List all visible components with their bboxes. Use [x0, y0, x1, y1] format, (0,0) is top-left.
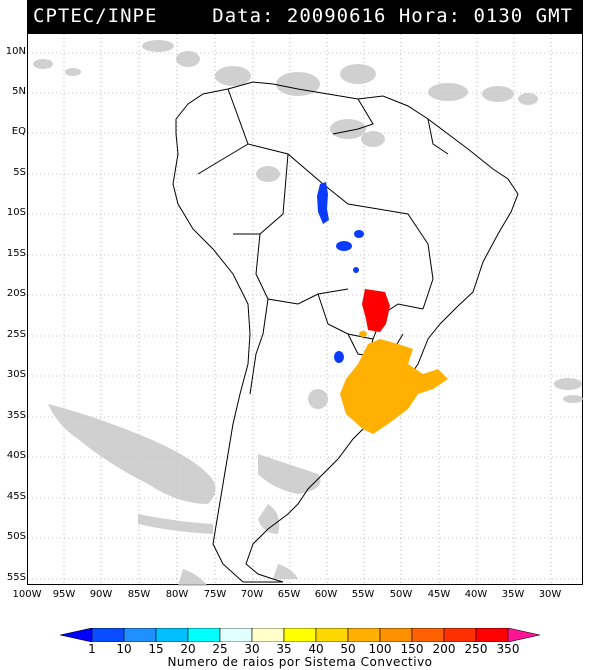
colorbar-title: Numero de raios por Sistema Convectivo [167, 655, 433, 669]
lon-label: 70W [240, 589, 264, 600]
orange-cell [340, 339, 448, 434]
colorbar-tick-label: 350 [496, 642, 520, 656]
lat-label: 5N [12, 86, 26, 97]
lat-label: 55S [6, 572, 26, 583]
blue-cell [336, 241, 352, 251]
lon-label: 35W [501, 589, 525, 600]
lat-label: 35S [6, 410, 26, 421]
map-canvas [28, 34, 584, 586]
blue-cell [353, 267, 359, 273]
colorbar-tick-label: 30 [244, 642, 260, 656]
convective-systems [317, 182, 448, 434]
cloud-cover [33, 40, 583, 586]
lon-label: 55W [351, 589, 375, 600]
colorbar-segment [379, 628, 413, 642]
lon-label: 30W [538, 589, 562, 600]
colorbar-segment [443, 628, 477, 642]
blue-cell [334, 351, 344, 363]
lon-label: 45W [427, 589, 451, 600]
lon-label: 75W [203, 589, 227, 600]
lon-label: 80W [165, 589, 189, 600]
colorbar-segment [219, 628, 253, 642]
colorbar-segment [251, 628, 285, 642]
red-cell [362, 289, 390, 332]
lat-label: 40S [6, 450, 26, 461]
lon-label: 60W [314, 589, 338, 600]
colorbar-segment [283, 628, 317, 642]
colorbar-tick-label: 35 [276, 642, 292, 656]
date-time-label: Data: 20090616 Hora: 0130 GMT [212, 5, 573, 27]
colorbar-tick-label: 10 [116, 642, 132, 656]
lat-label: 10N [5, 46, 26, 57]
lat-label: EQ [11, 126, 26, 137]
coastlines [172, 81, 519, 583]
lon-label: 100W [12, 589, 42, 600]
lon-label: 50W [389, 589, 413, 600]
colorbar-tick-label: 200 [432, 642, 456, 656]
orange-cell [359, 331, 367, 337]
colorbar-tick-label: 50 [340, 642, 356, 656]
grid-lines [28, 34, 584, 586]
colorbar-tick-label: 25 [212, 642, 228, 656]
header-bar: CPTEC/INPE Data: 20090616 Hora: 0130 GMT [27, 0, 583, 33]
colorbar-segment [187, 628, 221, 642]
lon-label: 95W [52, 589, 76, 600]
lon-label: 90W [89, 589, 113, 600]
colorbar-segment [507, 628, 540, 642]
source-label: CPTEC/INPE [33, 5, 158, 27]
colorbar-tick-label: 15 [148, 642, 164, 656]
lat-label: 15S [6, 248, 26, 259]
colorbar-tick-label: 100 [368, 642, 392, 656]
colorbar-segment [347, 628, 381, 642]
colorbar-tick-label: 20 [180, 642, 196, 656]
blue-cell [354, 230, 364, 238]
colorbar-segment [155, 628, 189, 642]
lat-label: 25S [6, 329, 26, 340]
lon-label: 85W [127, 589, 151, 600]
colorbar-segment [411, 628, 445, 642]
colorbar-segment [60, 628, 93, 642]
colorbar-tick-label: 1 [88, 642, 96, 656]
lat-label: 50S [6, 531, 26, 542]
lat-label: 10S [6, 207, 26, 218]
colorbar-tick-label: 40 [308, 642, 324, 656]
colorbar-segment [315, 628, 349, 642]
blue-cell [317, 182, 329, 224]
lat-label: 30S [6, 369, 26, 380]
colorbar [60, 628, 540, 642]
colorbar-segment [475, 628, 509, 642]
lat-label: 5S [13, 167, 26, 178]
colorbar-segment [123, 628, 157, 642]
colorbar-tick-label: 150 [400, 642, 424, 656]
lon-label: 65W [277, 589, 301, 600]
lat-label: 45S [6, 491, 26, 502]
lon-label: 40W [464, 589, 488, 600]
colorbar-segment [91, 628, 125, 642]
map-frame [27, 33, 584, 586]
colorbar-tick-label: 250 [464, 642, 488, 656]
lat-label: 20S [6, 288, 26, 299]
